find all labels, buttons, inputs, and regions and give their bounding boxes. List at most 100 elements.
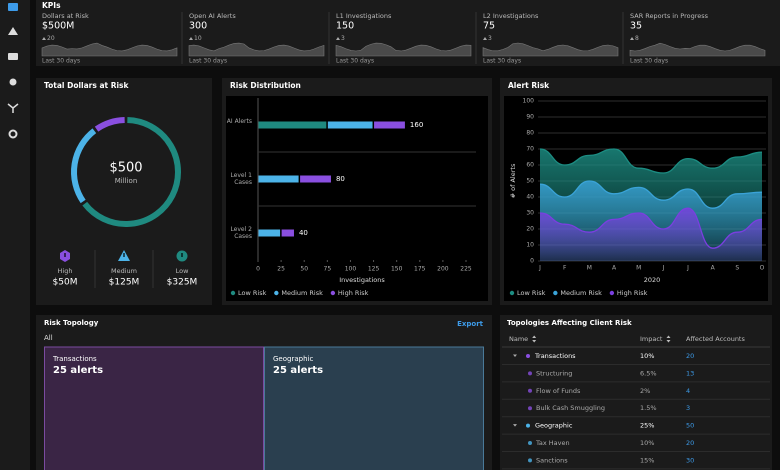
legend-swatch [509, 290, 515, 296]
x-tick-label: M [636, 265, 641, 272]
sort-icon [666, 335, 671, 338]
area-line [539, 148, 763, 174]
panel-title: Risk Topology [44, 319, 99, 327]
kpi-value: 35 [630, 21, 642, 32]
kpi-value: 300 [189, 21, 207, 32]
donut-arc [82, 117, 181, 227]
x-tick-label: 0 [256, 266, 260, 273]
x-axis-label: Investigations [339, 276, 385, 284]
row-accounts: 4 [686, 387, 690, 395]
y-tick-label: 50 [526, 178, 534, 185]
donut-center-value: $500 [109, 161, 142, 176]
bar-segment [374, 121, 405, 129]
kpi-label: Dollars at Risk [42, 12, 89, 20]
donut-arc [71, 128, 97, 204]
kpi-delta: 8 [635, 35, 639, 42]
legend-swatch [230, 290, 236, 296]
x-tick-label: 75 [324, 266, 332, 273]
area-fill [540, 208, 762, 261]
kpi-label: L1 Investigations [336, 12, 392, 20]
bar-total-label: 80 [336, 175, 345, 183]
delta-icon [483, 37, 487, 40]
nav-icon[interactable] [8, 27, 18, 35]
kpi-delta: 10 [194, 35, 202, 42]
legend-value: $125M [109, 278, 140, 288]
x-tick-label: 225 [460, 266, 472, 273]
donut-center-label: Million [115, 177, 138, 185]
row-impact: 10% [640, 352, 654, 360]
legend-swatch [330, 290, 336, 296]
row-dot [526, 423, 530, 428]
kpi-delta: 20 [47, 35, 55, 42]
bar-segment [300, 175, 331, 183]
x-tick-label: J [538, 265, 541, 272]
category-label: Level 1 Cases [230, 172, 252, 186]
kpi-title: KPIs [42, 1, 61, 10]
legend-swatch [553, 290, 558, 296]
row-dot [528, 406, 532, 411]
y-tick-label: 100 [523, 98, 535, 105]
x-tick-label: 100 [345, 266, 357, 273]
nav-icon[interactable] [7, 103, 19, 113]
bar-segment [327, 121, 373, 129]
donut-arc [94, 117, 125, 132]
sidebar [0, 0, 30, 470]
nav-icon[interactable] [8, 3, 18, 11]
nav-icon[interactable] [8, 129, 18, 139]
bar-segment [258, 229, 281, 237]
kpi-delta: 3 [341, 35, 345, 42]
x-tick-label: A [612, 265, 617, 272]
row-dot [528, 441, 532, 445]
y-tick-label: 60 [526, 162, 534, 169]
x-tick-label: M [587, 265, 592, 272]
x-axis-label: 2020 [644, 276, 661, 284]
expand-caret[interactable] [513, 424, 517, 427]
x-tick-label: A [711, 265, 716, 272]
kpi-label: Open AI Alerts [189, 12, 236, 20]
legend-label: Medium [111, 267, 137, 275]
x-tick-label: 175 [414, 266, 426, 273]
risk-icon-mark [181, 253, 183, 257]
x-tick-label: F [563, 265, 567, 272]
nav-icon[interactable] [9, 78, 17, 86]
kpi-period: Last 30 days [336, 58, 374, 65]
row-accounts: 20 [686, 439, 694, 447]
x-tick-label: J [686, 265, 689, 272]
legend-label: Low [176, 267, 189, 275]
export-link[interactable]: Export [457, 320, 484, 328]
nav-icon[interactable] [8, 53, 18, 60]
y-tick-label: 20 [526, 226, 534, 233]
sparkline [482, 42, 619, 57]
delta-icon [42, 37, 46, 40]
bar-segment [281, 229, 294, 237]
row-name: Transactions [534, 352, 576, 360]
treemap-tile[interactable] [264, 346, 484, 470]
row-dot [528, 371, 532, 376]
kpi-delta: 3 [488, 35, 492, 42]
legend-label: Low Risk [517, 289, 546, 297]
filter-label: All [44, 334, 53, 342]
expand-caret[interactable] [513, 354, 517, 358]
bar-total-label: 40 [299, 229, 308, 237]
bar-total-label: 160 [410, 121, 423, 129]
legend-label: High [58, 267, 73, 275]
bar-segment [258, 175, 299, 183]
risk-icon-mark [123, 253, 125, 257]
row-dot [528, 388, 532, 393]
kpi-period: Last 30 days [483, 58, 521, 65]
legend-label: Medium Risk [560, 289, 602, 297]
column-header: Impact [640, 335, 663, 343]
sparkline [41, 42, 178, 57]
kpi-label: L2 Investigations [483, 12, 539, 20]
kpi-period: Last 30 days [42, 58, 80, 65]
row-dot [528, 458, 532, 463]
x-tick-label: 50 [300, 266, 308, 273]
y-tick-label: 90 [526, 114, 534, 121]
kpi-value: 150 [336, 21, 354, 32]
tile-value: 25 alerts [53, 365, 103, 376]
x-tick-label: S [735, 265, 739, 272]
legend-label: Medium Risk [281, 289, 323, 297]
panel-title: Risk Distribution [230, 81, 301, 90]
tile-value: 25 alerts [273, 365, 323, 376]
treemap-tile[interactable] [44, 346, 264, 470]
